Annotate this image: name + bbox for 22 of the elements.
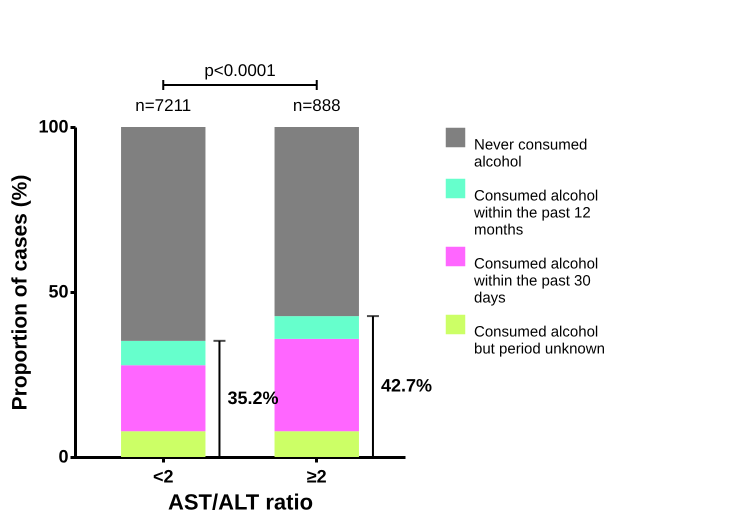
bar (121, 127, 206, 341)
y-tick-label: 50 (48, 282, 68, 302)
annotation: n=7211 (135, 96, 192, 115)
bar (121, 431, 206, 457)
legend-label: Consumed alcohol within the past 30 days (473, 256, 598, 306)
y-axis-title: Proportion of cases (%) (8, 174, 32, 410)
y-tick-label: 0 (58, 446, 68, 466)
bar (274, 431, 359, 457)
annotation: 42.7% (380, 376, 432, 396)
annotation: n=888 (292, 96, 341, 115)
legend-label: Consumed alcohol but period unknown (474, 324, 605, 358)
legend-label: Never consumed alcohol (474, 136, 588, 170)
bar (274, 316, 359, 339)
legend-label: Consumed alcohol within the past 12 months (473, 188, 598, 238)
text: p<0.0001 (204, 61, 276, 80)
y-tick-label: 100 (38, 116, 68, 136)
x-tick-label: <2 (152, 466, 174, 486)
x-axis-title: AST/ALT ratio (168, 490, 314, 514)
x-tick-label: ≥2 (306, 466, 327, 486)
bar (121, 365, 206, 432)
bar (274, 127, 359, 316)
bar (121, 340, 206, 366)
